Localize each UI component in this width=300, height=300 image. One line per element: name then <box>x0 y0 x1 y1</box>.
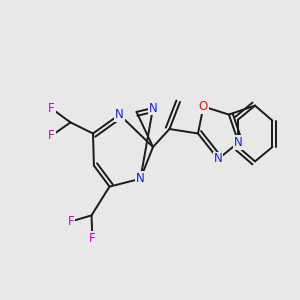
Text: F: F <box>89 232 96 245</box>
Text: O: O <box>199 100 208 113</box>
Text: F: F <box>68 215 74 228</box>
Text: N: N <box>136 172 145 185</box>
Text: N: N <box>234 136 243 149</box>
Text: F: F <box>48 102 55 115</box>
Text: N: N <box>148 101 158 115</box>
Text: F: F <box>48 129 55 142</box>
Text: N: N <box>214 152 223 166</box>
Text: N: N <box>115 108 124 121</box>
